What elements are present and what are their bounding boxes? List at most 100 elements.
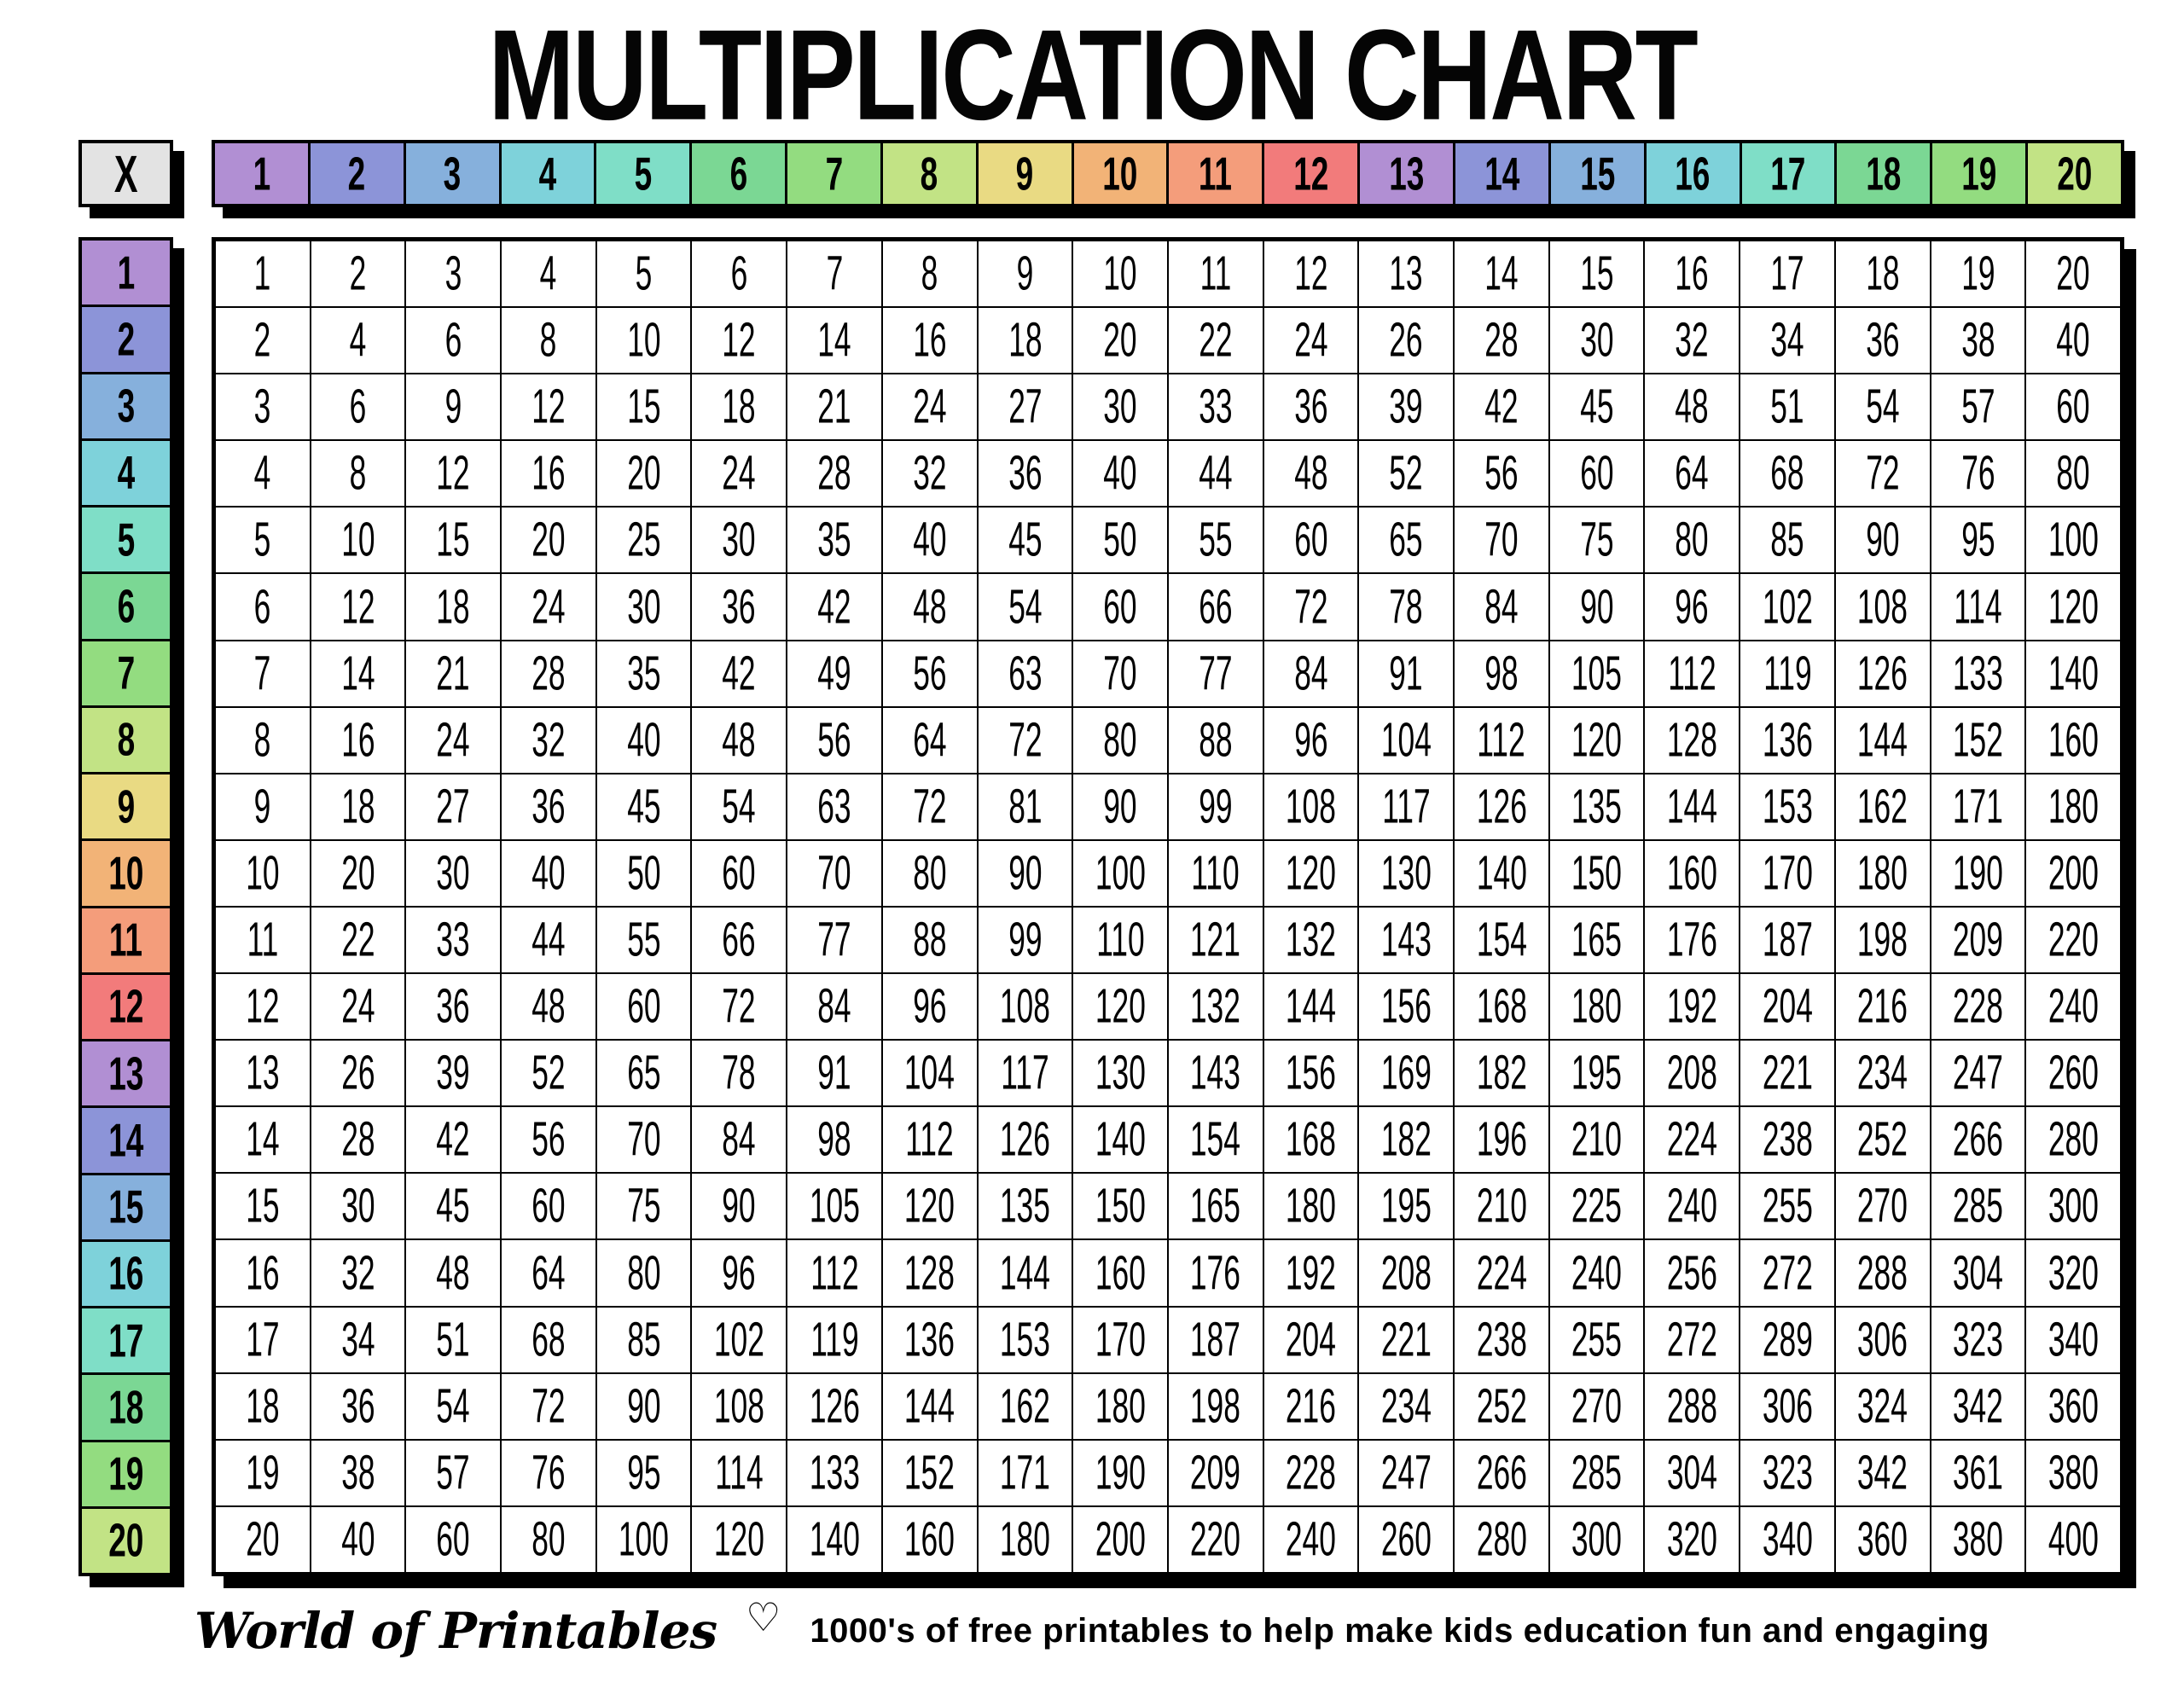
- product-value: 280: [1476, 1512, 1527, 1567]
- product-value: 66: [722, 913, 756, 967]
- product-cell: 12: [311, 574, 405, 640]
- product-cell: 192: [1263, 1240, 1358, 1306]
- column-header-cell: 14: [1455, 143, 1548, 204]
- product-value: 132: [1190, 979, 1241, 1034]
- product-cell: 12: [692, 308, 787, 374]
- product-cell: 120: [692, 1506, 787, 1572]
- product-cell: 36: [502, 774, 595, 839]
- product-cell: 27: [406, 774, 501, 839]
- product-cell: 143: [1359, 907, 1454, 973]
- product-cell: 8: [882, 241, 977, 307]
- product-value: 78: [722, 1046, 756, 1100]
- product-cell: 13: [1359, 241, 1454, 307]
- product-cell: 50: [596, 840, 691, 906]
- product-value: 56: [531, 1113, 566, 1167]
- product-cell: 14: [311, 641, 405, 706]
- product-cell: 114: [1931, 574, 2025, 640]
- product-value: 234: [1857, 1046, 1908, 1100]
- product-value: 51: [1770, 380, 1804, 434]
- product-value: 80: [1675, 513, 1709, 567]
- product-cell: 240: [1549, 1240, 1644, 1306]
- product-value: 51: [436, 1313, 470, 1366]
- product-value: 70: [626, 1113, 661, 1167]
- product-value: 108: [1857, 580, 1908, 634]
- product-value: 45: [626, 780, 661, 834]
- product-cell: 119: [787, 1307, 881, 1372]
- product-cell: 108: [978, 974, 1072, 1040]
- product-value: 52: [531, 1046, 566, 1100]
- product-cell: 108: [1835, 574, 1930, 640]
- product-value: 12: [722, 313, 756, 368]
- product-cell: 44: [1168, 441, 1263, 507]
- product-cell: 24: [502, 574, 595, 640]
- product-cell: 112: [787, 1240, 881, 1306]
- product-value: 220: [1190, 1512, 1241, 1567]
- product-cell: 60: [2026, 374, 2120, 440]
- product-value: 7: [826, 247, 843, 301]
- product-cell: 36: [1835, 308, 1930, 374]
- product-value: 54: [1008, 580, 1043, 634]
- product-cell: 256: [1645, 1240, 1740, 1306]
- product-cell: 240: [1263, 1506, 1358, 1572]
- product-cell: 340: [1740, 1506, 1834, 1572]
- product-value: 90: [1008, 846, 1043, 901]
- product-value: 40: [1103, 447, 1137, 501]
- product-value: 40: [626, 713, 661, 768]
- product-cell: 2: [216, 308, 310, 374]
- product-cell: 11: [1168, 241, 1263, 307]
- product-value: 112: [810, 1246, 859, 1300]
- product-value: 80: [1103, 713, 1137, 768]
- product-value: 45: [1008, 513, 1043, 567]
- product-cell: 18: [311, 774, 405, 839]
- product-value: 12: [1293, 247, 1328, 301]
- product-value: 11: [247, 913, 279, 967]
- product-cell: 60: [1549, 441, 1644, 507]
- product-value: 70: [817, 846, 851, 901]
- product-cell: 15: [406, 508, 501, 573]
- product-cell: 17: [1740, 241, 1834, 307]
- product-cell: 120: [2026, 574, 2120, 640]
- product-value: 95: [626, 1446, 661, 1500]
- product-cell: 135: [1549, 774, 1644, 839]
- product-cell: 162: [1835, 774, 1930, 839]
- product-value: 256: [1666, 1246, 1717, 1300]
- product-value: 228: [1286, 1446, 1337, 1500]
- product-value: 306: [1762, 1379, 1813, 1434]
- product-value: 72: [1293, 580, 1328, 634]
- product-cell: 187: [1740, 907, 1834, 973]
- product-value: 156: [1380, 979, 1432, 1034]
- product-cell: 15: [596, 374, 691, 440]
- product-cell: 126: [1455, 774, 1548, 839]
- product-value: 240: [2048, 979, 2099, 1034]
- column-header-cell: 12: [1264, 143, 1358, 204]
- product-value: 14: [817, 313, 851, 368]
- product-cell: 32: [311, 1240, 405, 1306]
- product-cell: 130: [1073, 1041, 1167, 1106]
- product-cell: 187: [1168, 1307, 1263, 1372]
- product-value: 210: [1571, 1113, 1623, 1167]
- product-cell: 220: [2026, 907, 2120, 973]
- product-cell: 24: [406, 707, 501, 773]
- column-header-cell-label: 7: [825, 147, 843, 200]
- product-value: 4: [540, 247, 557, 301]
- product-value: 102: [713, 1313, 764, 1366]
- row-header-cell: 9: [82, 774, 170, 839]
- product-cell: 195: [1359, 1174, 1454, 1239]
- product-value: 19: [1960, 247, 1995, 301]
- product-value: 96: [913, 979, 947, 1034]
- product-cell: 153: [1740, 774, 1834, 839]
- product-value: 36: [340, 1379, 375, 1434]
- product-cell: 168: [1455, 974, 1548, 1040]
- product-value: 324: [1857, 1379, 1908, 1434]
- product-cell: 209: [1168, 1440, 1263, 1505]
- product-value: 340: [2048, 1313, 2099, 1366]
- product-cell: 4: [311, 308, 405, 374]
- product-value: 180: [999, 1512, 1050, 1567]
- product-value: 16: [531, 447, 566, 501]
- product-cell: 234: [1359, 1373, 1454, 1439]
- product-value: 8: [349, 447, 367, 501]
- product-cell: 60: [1073, 574, 1167, 640]
- product-value: 60: [436, 1512, 470, 1567]
- column-header-cell: 5: [596, 143, 690, 204]
- product-value: 12: [531, 380, 566, 434]
